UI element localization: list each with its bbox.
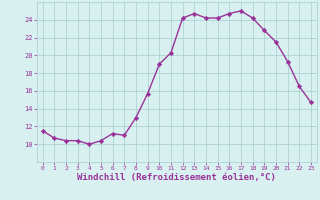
- X-axis label: Windchill (Refroidissement éolien,°C): Windchill (Refroidissement éolien,°C): [77, 173, 276, 182]
